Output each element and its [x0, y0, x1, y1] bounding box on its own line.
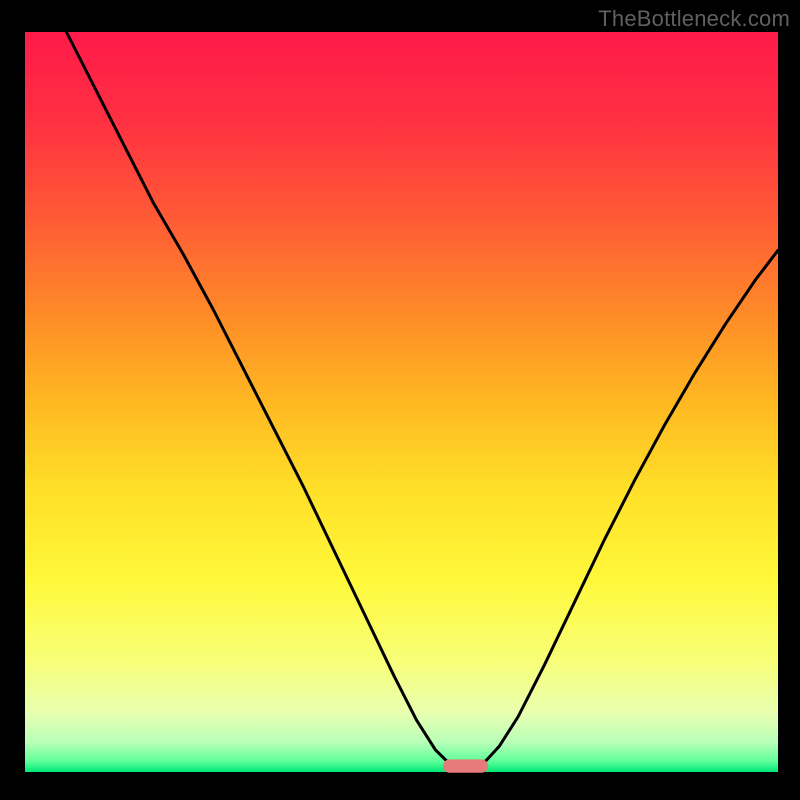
plot-background: [25, 32, 778, 772]
watermark-text: TheBottleneck.com: [598, 6, 790, 32]
chart-container: TheBottleneck.com: [0, 0, 800, 800]
bottleneck-chart: [0, 0, 800, 800]
optimal-marker: [443, 759, 488, 772]
